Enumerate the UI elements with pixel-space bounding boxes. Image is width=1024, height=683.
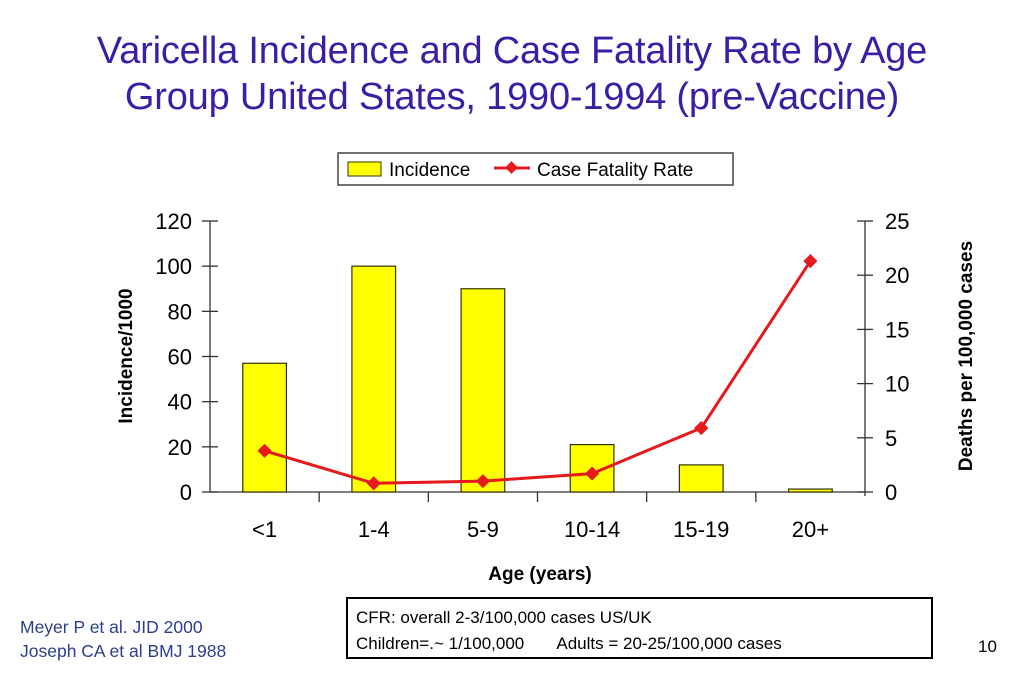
note-adults: Adults = 20-25/100,000 cases	[556, 634, 782, 653]
cfr-line-series	[257, 254, 818, 491]
title-line-1: Varicella Incidence and Case Fatality Ra…	[96, 30, 928, 72]
y-tick-label: 120	[155, 209, 192, 234]
axes: 0 20 40 60 80 100 120 0 5 10 15 20 25 <1 1-4 5-9 10-14 15…	[155, 209, 909, 542]
cfr-point	[694, 420, 709, 436]
y-tick-label: 100	[155, 254, 192, 279]
y2-tick-label: 10	[885, 372, 909, 397]
cfr-point	[475, 474, 490, 489]
y-tick-label: 0	[180, 480, 192, 505]
chart: Incidence Case Fatality Rate 0 20 40 60 80 10…	[116, 152, 977, 585]
x-axis-title: Age (years)	[488, 564, 592, 585]
reference-2: Joseph CA et al BMJ 1988	[20, 641, 227, 661]
legend-label-cfr: Case Fatality Rate	[537, 160, 693, 181]
y-tick-label: 40	[168, 390, 192, 415]
x-tick-label: 10-14	[564, 517, 620, 542]
legend-box	[337, 152, 734, 186]
x-tick-label: 1-4	[358, 517, 390, 542]
bars	[242, 265, 833, 493]
y-axis-title: Incidence/1000	[116, 288, 137, 423]
title-line-2: Group United States, 1990-1994 (pre-Vacc…	[124, 76, 900, 118]
note-line-2: Children=.~ 1/100,000 Adults = 20-25/100…	[356, 631, 931, 657]
page-number: 10	[978, 637, 997, 656]
x-tick-label: 20+	[792, 517, 829, 542]
references: Meyer P et al. JID 2000 Joseph CA et al …	[20, 615, 226, 663]
y-tick-label: 60	[168, 345, 192, 370]
cfr-point	[366, 476, 381, 491]
slide-title: Varicella Incidence and Case Fatality Ra…	[0, 28, 1024, 120]
y2-axis-title: Deaths per 100,000 cases	[956, 241, 977, 471]
incidence-bar	[460, 288, 506, 493]
legend-label-incidence: Incidence	[389, 160, 470, 181]
cfr-point	[257, 443, 272, 458]
cfr-note-box: CFR: overall 2-3/100,000 cases US/UK Chi…	[346, 597, 933, 659]
reference-1: Meyer P et al. JID 2000	[20, 617, 203, 637]
legend-swatch-incidence	[347, 161, 382, 177]
cfr-point	[803, 254, 818, 269]
y2-tick-label: 0	[885, 480, 897, 505]
y-tick-label: 20	[168, 435, 192, 460]
cfr-line	[264, 260, 812, 485]
legend: Incidence Case Fatality Rate	[337, 152, 734, 186]
cfr-point	[585, 466, 600, 481]
y-tick-label: 80	[168, 299, 192, 324]
x-tick-label: 15-19	[673, 517, 729, 542]
incidence-bar	[351, 265, 397, 493]
note-children: Children=.~ 1/100,000	[356, 634, 525, 653]
y2-tick-label: 15	[885, 317, 909, 342]
y2-tick-label: 5	[885, 426, 897, 451]
incidence-bar	[678, 464, 724, 493]
incidence-bar	[242, 362, 288, 493]
y2-tick-label: 20	[885, 263, 909, 288]
x-tick-label: 5-9	[467, 517, 499, 542]
x-tick-label: <1	[252, 517, 277, 542]
y2-tick-label: 25	[885, 209, 909, 234]
note-line-1: CFR: overall 2-3/100,000 cases US/UK	[356, 608, 652, 627]
incidence-bar	[787, 488, 833, 493]
